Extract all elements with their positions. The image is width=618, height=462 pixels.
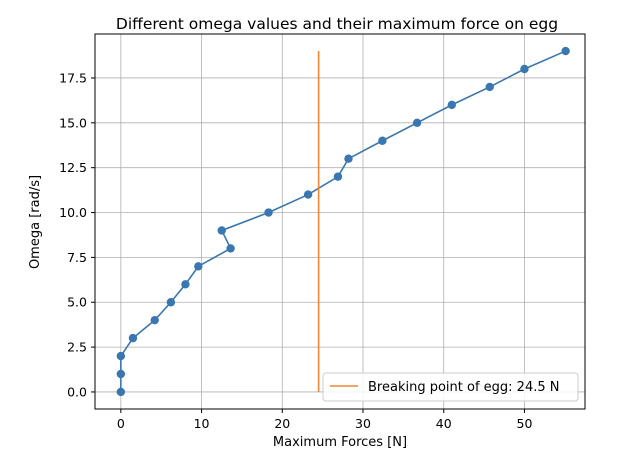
y-tick-label: 12.5 xyxy=(59,160,87,175)
x-tick-label: 20 xyxy=(274,416,290,431)
x-tick-label: 30 xyxy=(355,416,371,431)
y-tick-label: 2.5 xyxy=(67,340,87,355)
y-tick-label: 17.5 xyxy=(59,70,87,85)
data-point xyxy=(116,351,126,361)
data-point xyxy=(264,208,273,217)
x-axis-label: Maximum Forces [N] xyxy=(273,435,407,450)
x-tick-label: 50 xyxy=(517,416,533,431)
data-point xyxy=(150,315,159,325)
chart-title: Different omega values and their maximum… xyxy=(116,15,558,33)
y-tick-label: 5.0 xyxy=(67,295,87,310)
x-tick-label: 10 xyxy=(194,416,210,431)
grid xyxy=(95,34,585,409)
x-tick-label: 0 xyxy=(117,416,125,431)
data-point xyxy=(217,226,226,235)
data-point xyxy=(181,280,190,289)
data-point xyxy=(561,46,570,56)
data-point xyxy=(447,100,457,110)
data-point xyxy=(378,136,387,145)
plot-area xyxy=(116,46,570,397)
data-point xyxy=(485,82,494,92)
data-point xyxy=(226,244,235,253)
y-tick-label: 10.0 xyxy=(59,205,87,220)
ticks: 0 10 20 30 40 50 0.0 2.5 5.0 7.5 10.0 12.5 15.0 17.5 xyxy=(59,70,532,431)
y-axis-label: Omega [rad/s] xyxy=(28,175,43,269)
x-tick-label: 40 xyxy=(436,416,452,431)
data-point xyxy=(116,387,126,397)
data-point xyxy=(128,333,138,343)
data-point xyxy=(194,262,203,271)
data-point xyxy=(303,190,313,199)
legend: Breaking point of egg: 24.5 N xyxy=(322,372,579,402)
y-tick-label: 0.0 xyxy=(67,384,87,399)
data-point xyxy=(333,172,343,181)
axes-frame xyxy=(94,33,586,410)
data-point xyxy=(520,64,529,74)
data-point xyxy=(412,118,422,128)
data-point xyxy=(166,298,176,307)
omega-series-line xyxy=(120,50,566,392)
y-tick-label: 7.5 xyxy=(67,250,87,265)
data-point xyxy=(344,154,353,163)
y-tick-label: 15.0 xyxy=(59,115,87,130)
legend-box xyxy=(322,372,579,402)
data-point xyxy=(116,369,126,379)
legend-label-breaking-point: Breaking point of egg: 24.5 N xyxy=(368,380,559,395)
